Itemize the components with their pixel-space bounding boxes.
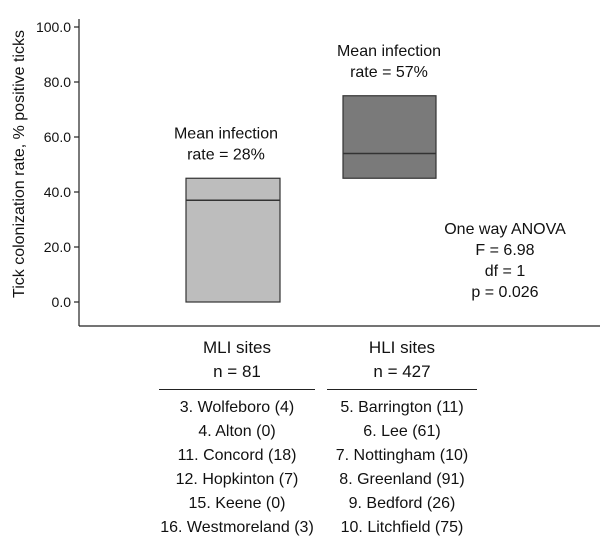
site-item: 4. Alton (0) — [198, 423, 276, 440]
box-annotation: rate = 28% — [187, 146, 265, 163]
group-count: n = 81 — [213, 362, 261, 381]
group-count: n = 427 — [373, 362, 431, 381]
box-annotation: Mean infection — [174, 125, 278, 142]
site-item: 11. Concord (18) — [177, 447, 297, 464]
site-list: 5. Barrington (11) 6. Lee (61) 7. Nottin… — [318, 396, 486, 540]
site-item: 12. Hopkinton (7) — [175, 471, 299, 488]
site-list: 3. Wolfeboro (4) 4. Alton (0) 11. Concor… — [152, 396, 322, 540]
y-tick-label: 0.0 — [52, 294, 72, 310]
box-annotation: Mean infection — [337, 43, 441, 60]
site-item: 15. Keene (0) — [188, 495, 286, 512]
site-item: 9. Bedford (26) — [348, 495, 456, 512]
y-tick-label: 40.0 — [44, 184, 71, 200]
group-divider — [159, 389, 315, 390]
group-mli: MLI sites n = 81 3. Wolfeboro (4) 4. Alt… — [152, 336, 322, 540]
group-title: MLI sites — [202, 338, 272, 357]
site-item: 7. Nottingham (10) — [335, 447, 469, 464]
group-divider — [327, 389, 477, 390]
stats-line: p = 0.026 — [471, 284, 538, 301]
box-hli — [342, 95, 437, 179]
site-item: 6. Lee (61) — [363, 423, 441, 440]
site-item: 5. Barrington (11) — [340, 399, 464, 416]
box-annotation: rate = 57% — [350, 64, 428, 81]
y-axis-label: Tick colonization rate, % positive ticks — [11, 30, 28, 298]
stats-line: df = 1 — [485, 263, 526, 280]
group-hli: HLI sites n = 427 5. Barrington (11) 6. … — [318, 336, 486, 540]
stats-line: One way ANOVA — [444, 221, 566, 238]
site-item: 3. Wolfeboro (4) — [179, 399, 295, 416]
chart-svg: 0.0 20.0 40.0 60.0 80.0 100.0 Tick colonizatio… — [11, 19, 600, 327]
y-tick-label: 80.0 — [44, 74, 71, 90]
y-tick-label: 20.0 — [44, 239, 71, 255]
y-tick-label: 60.0 — [44, 129, 71, 145]
stats-line: F = 6.98 — [475, 242, 534, 259]
group-title: HLI sites — [368, 338, 436, 357]
site-item: 8. Greenland (91) — [339, 471, 465, 488]
y-tick-label: 100.0 — [36, 19, 71, 35]
site-item: 10. Litchfield (75) — [340, 519, 464, 536]
box-mli — [185, 177, 281, 303]
site-item: 16. Westmoreland (3) — [160, 519, 314, 536]
